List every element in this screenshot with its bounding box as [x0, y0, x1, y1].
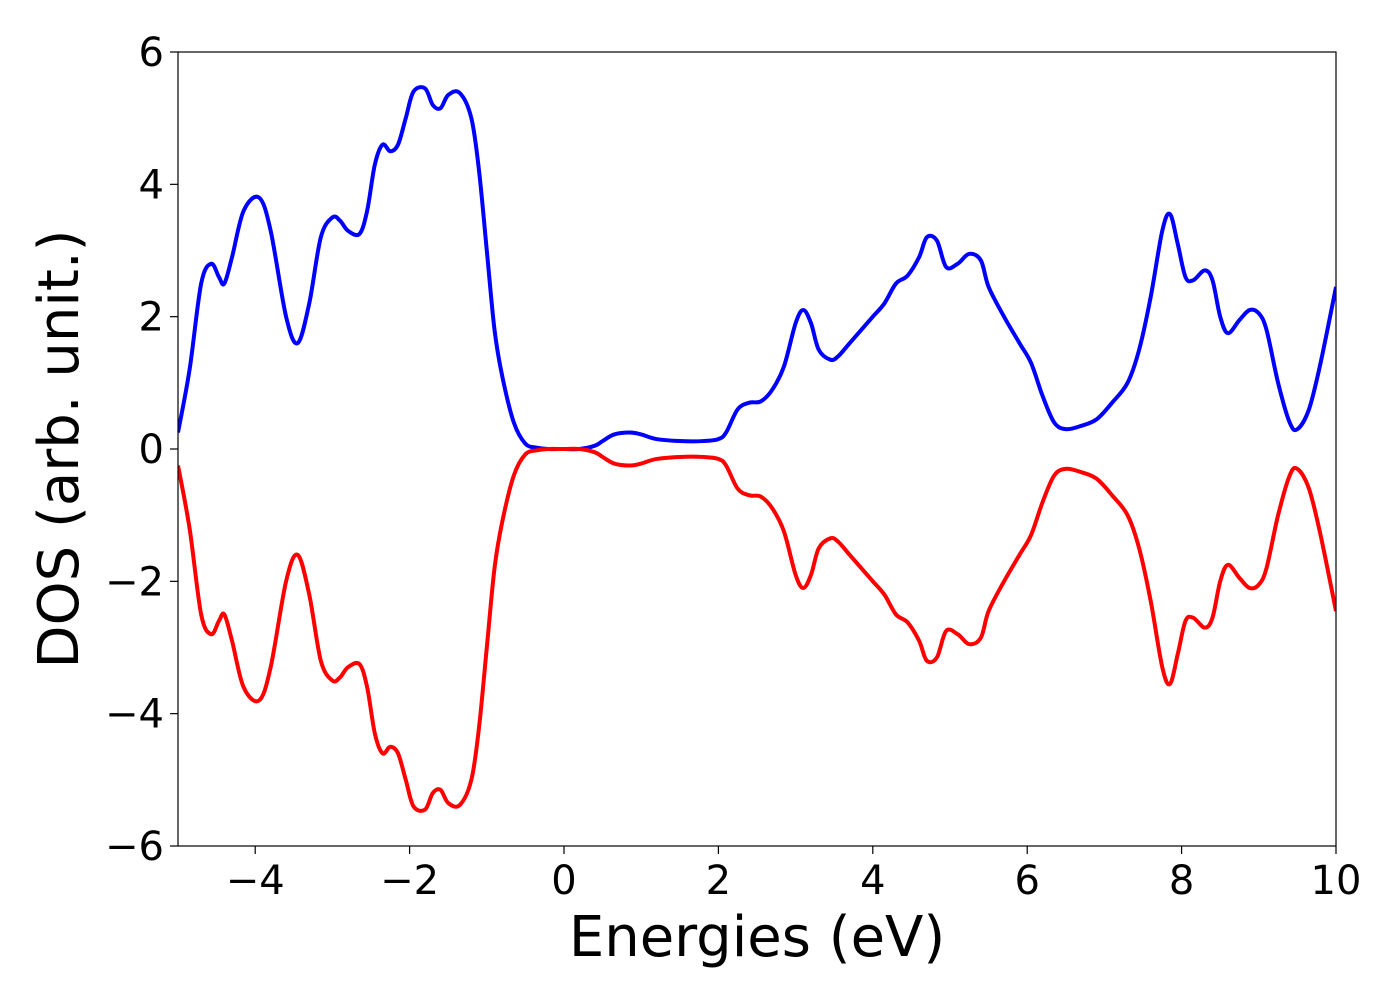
x-tick-label: 0 — [551, 858, 576, 904]
x-tick-label: 2 — [706, 858, 731, 904]
y-tick-label: −2 — [105, 559, 164, 605]
dos-line-positive — [178, 85, 1336, 452]
y-axis-ticks: −6 −4 −2 0 2 4 6 — [105, 30, 178, 870]
x-tick-label: 8 — [1169, 858, 1194, 904]
x-tick-label: 10 — [1311, 858, 1362, 904]
y-tick-label: 6 — [139, 30, 164, 76]
series-layer — [178, 85, 1336, 813]
x-tick-label: −4 — [226, 858, 285, 904]
x-axis-ticks: −4 −2 0 2 4 6 8 10 — [226, 846, 1362, 904]
y-tick-label: 2 — [139, 295, 164, 341]
x-tick-label: 6 — [1014, 858, 1039, 904]
y-tick-label: −4 — [105, 692, 164, 738]
x-tick-label: 4 — [860, 858, 885, 904]
dos-line-negative — [178, 446, 1336, 813]
x-axis-label: Energies (eV) — [569, 905, 945, 970]
y-axis-label: DOS (arb. unit.) — [27, 229, 92, 668]
y-tick-label: 0 — [139, 427, 164, 473]
x-tick-label: −2 — [380, 858, 439, 904]
y-tick-label: −6 — [105, 824, 164, 870]
y-tick-label: 4 — [139, 162, 164, 208]
